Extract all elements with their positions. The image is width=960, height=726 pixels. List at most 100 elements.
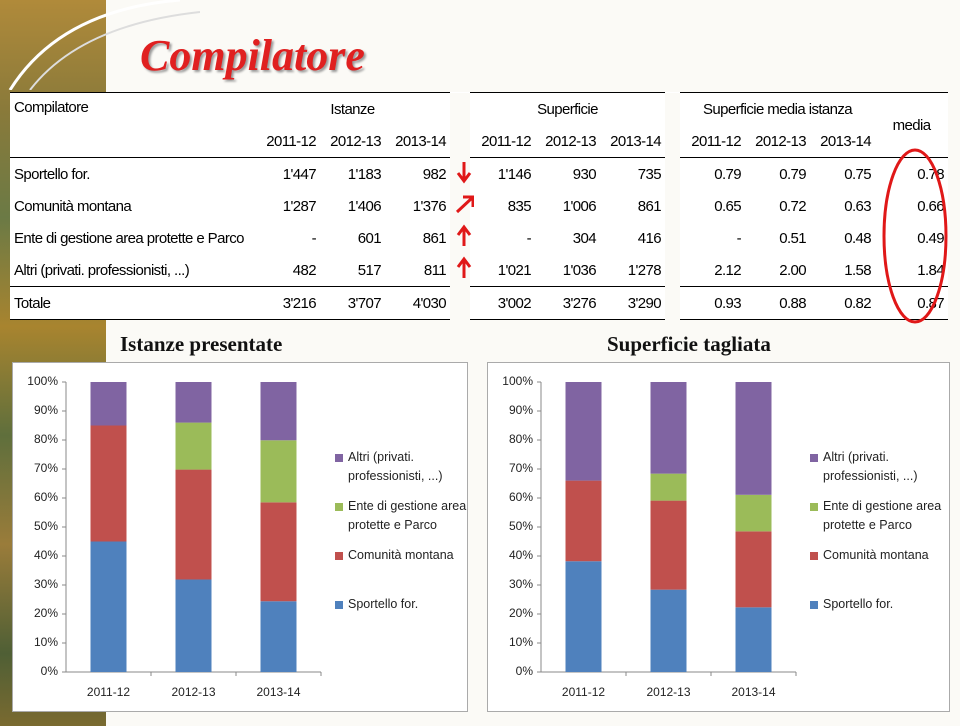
gap bbox=[450, 190, 475, 222]
bar-segment bbox=[650, 473, 687, 501]
legend-swatch bbox=[810, 601, 818, 609]
row-label: Ente di gestione area protette e Parco bbox=[14, 229, 244, 247]
table-cell: 0.75 bbox=[844, 165, 872, 183]
y-tick-label: 50% bbox=[509, 519, 533, 533]
table-cell: 1'278 bbox=[600, 254, 666, 287]
table-cell: 0.63 bbox=[844, 197, 872, 215]
legend-label: Altri (privati. professionisti, ...) bbox=[823, 450, 918, 483]
chart-title: Istanze presentate bbox=[120, 332, 283, 356]
legend-label: Ente di gestione area protette e Parco bbox=[348, 499, 467, 532]
table-cell: 1'376 bbox=[412, 197, 447, 215]
x-tick-label: 2012-13 bbox=[171, 685, 215, 699]
legend-label: Sportello for. bbox=[823, 597, 894, 611]
table-cell: 0.65 bbox=[714, 197, 742, 215]
y-tick-label: 30% bbox=[34, 577, 58, 591]
bar-segment bbox=[650, 589, 687, 672]
y-tick-label: 50% bbox=[34, 519, 58, 533]
bar-segment bbox=[260, 440, 297, 503]
legend-swatch bbox=[335, 601, 343, 609]
y-tick-label: 70% bbox=[34, 461, 58, 475]
legend-entry: Ente di gestione area protette e Parco bbox=[810, 497, 950, 535]
header-row: Compilatore Istanze Superficie Superfici… bbox=[10, 92, 949, 158]
gap bbox=[450, 254, 472, 287]
gap bbox=[450, 157, 472, 190]
legend-entry: Sportello for. bbox=[810, 595, 950, 614]
table-cell: 2.12 bbox=[680, 254, 746, 287]
header-cell: 2011-12 bbox=[470, 125, 535, 158]
trend-arrow bbox=[456, 161, 472, 184]
legend-swatch bbox=[810, 552, 818, 560]
bar-segment bbox=[565, 480, 602, 562]
legend-swatch bbox=[335, 503, 343, 511]
header-cell: 2012-13 bbox=[535, 125, 600, 158]
table-cell: 482 bbox=[255, 254, 320, 287]
legend-label: Altri (privati. professionisti, ...) bbox=[348, 450, 443, 483]
header-cell: 2012-13 bbox=[320, 125, 385, 158]
bar-segment bbox=[565, 561, 602, 672]
header-cell: Compilatore bbox=[10, 92, 255, 158]
table-cell: 601 bbox=[357, 229, 382, 247]
table-cell: 3'002 bbox=[470, 286, 535, 320]
legend-entry: Sportello for. bbox=[335, 595, 475, 614]
table-cell: 1'447 bbox=[282, 165, 317, 183]
table-cell: 0.88 bbox=[745, 286, 811, 320]
y-tick-label: 70% bbox=[509, 461, 533, 475]
bar-segment bbox=[735, 531, 772, 608]
bar-segment bbox=[260, 502, 297, 602]
table-cell: 0.79 bbox=[779, 165, 807, 183]
legend-swatch bbox=[810, 503, 818, 511]
bar-segment bbox=[175, 382, 212, 423]
y-tick-label: 0% bbox=[516, 664, 534, 678]
gap bbox=[665, 286, 681, 320]
trend-arrow bbox=[456, 256, 472, 279]
header-cell: Superficie bbox=[470, 92, 666, 125]
bar-segment bbox=[565, 382, 602, 481]
row-label: Comunità montana bbox=[14, 197, 132, 215]
row-label: Altri (privati. professionisti, ...) bbox=[10, 254, 255, 287]
table-cell: 3'216 bbox=[255, 286, 320, 320]
table-cell: 3'276 bbox=[535, 286, 600, 320]
table-cell: 0.93 bbox=[680, 286, 746, 320]
table-cell: 1'036 bbox=[535, 254, 600, 287]
bar-segment bbox=[175, 469, 212, 580]
legend-swatch bbox=[335, 552, 343, 560]
table-cell: 1'287 bbox=[282, 197, 317, 215]
table-row: Comunità montana 1'287 1'406 1'376 835 1'006 8… bbox=[10, 190, 948, 222]
bar-segment bbox=[90, 541, 127, 672]
bar-segment bbox=[175, 579, 212, 672]
gap bbox=[450, 92, 470, 125]
legend-label: Comunità montana bbox=[823, 548, 929, 562]
bar-segment bbox=[650, 500, 687, 590]
chart-svg: 0% 10% 20% 30% 40% 50% 60% 70% 80% 90% 100% 2011-12… bbox=[502, 374, 797, 699]
header-cell: media bbox=[875, 92, 949, 158]
table-cell: 1'183 bbox=[347, 165, 382, 183]
chart-svg: 0% 10% 20% 30% 40% 50% 60% 70% 80% 90% 100% 2011-12… bbox=[27, 374, 322, 699]
x-tick-label: 2013-14 bbox=[256, 685, 300, 699]
y-tick-label: 80% bbox=[509, 432, 533, 446]
header-cell: 2011-12 bbox=[255, 125, 320, 158]
y-tick-label: 100% bbox=[27, 374, 58, 388]
table-cell: 0.51 bbox=[779, 229, 807, 247]
table-cell: - bbox=[526, 229, 532, 247]
row-label: Totale bbox=[10, 286, 255, 320]
trend-arrow bbox=[456, 224, 472, 246]
table-cell: 3'707 bbox=[320, 286, 385, 320]
y-tick-label: 10% bbox=[509, 635, 533, 649]
header-cell: 2012-13 bbox=[745, 125, 811, 158]
table-cell: 2.00 bbox=[745, 254, 811, 287]
x-tick-label: 2012-13 bbox=[646, 685, 690, 699]
y-tick-label: 90% bbox=[509, 403, 533, 417]
table-cell: 0.49 bbox=[917, 229, 945, 247]
gap bbox=[450, 222, 472, 254]
bar-segment bbox=[735, 607, 772, 672]
y-tick-label: 80% bbox=[34, 432, 58, 446]
legend-swatch bbox=[810, 454, 818, 462]
legend-entry: Altri (privati. professionisti, ...) bbox=[335, 448, 475, 486]
table-cell: 0.79 bbox=[714, 165, 742, 183]
chart-title: Superficie tagliata bbox=[607, 332, 771, 356]
table-body: Sportello for. 1'447 1'183 982 1'146 930 735 0.… bbox=[10, 157, 949, 320]
table-row: Altri (privati. professionisti, ...) 482 5… bbox=[10, 254, 949, 287]
